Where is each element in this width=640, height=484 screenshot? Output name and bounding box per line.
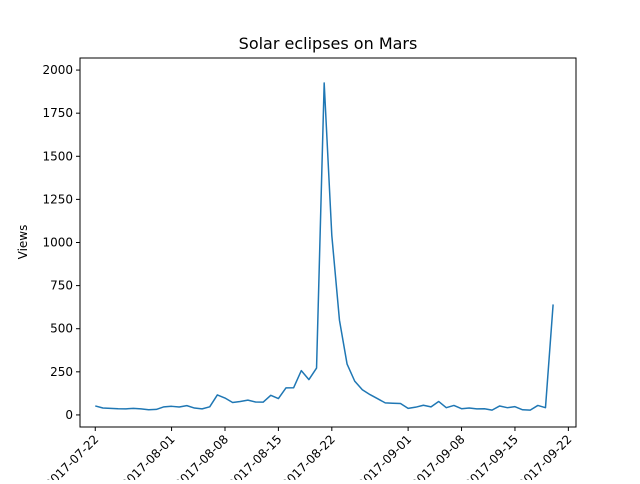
x-tick-label: 2017-09-01 bbox=[355, 432, 414, 480]
y-tick-label: 2000 bbox=[42, 63, 73, 77]
x-tick-label: 2017-09-08 bbox=[408, 432, 467, 480]
plot-frame bbox=[79, 57, 577, 428]
y-tick-label: 500 bbox=[50, 322, 73, 336]
x-tick-label: 2017-08-01 bbox=[118, 432, 177, 480]
y-tick-label: 0 bbox=[65, 408, 73, 422]
y-axis: 0 250 500 750 1000 1250 1500 1750 2000 bbox=[42, 63, 80, 422]
x-tick-label: 2017-08-22 bbox=[279, 432, 338, 480]
x-tick-label: 2017-09-15 bbox=[462, 432, 521, 480]
series-layer bbox=[95, 82, 554, 411]
x-tick-label: 2017-08-15 bbox=[225, 432, 284, 480]
x-tick-label: 2017-09-22 bbox=[515, 432, 574, 480]
chart-title: Solar eclipses on Mars bbox=[239, 34, 418, 53]
y-tick-label: 1500 bbox=[42, 149, 73, 163]
y-tick-label: 1000 bbox=[42, 236, 73, 250]
y-tick-label: 1750 bbox=[42, 106, 73, 120]
x-axis: 2017-07-22 2017-08-012017-08-082017-08-15… bbox=[42, 427, 574, 484]
series-line bbox=[95, 82, 554, 411]
y-axis-label: Views bbox=[16, 225, 30, 260]
x-tick-label: 2017-08-08 bbox=[172, 432, 231, 480]
x-tick-label: 2017-07-22 bbox=[42, 432, 101, 480]
y-tick-label: 1250 bbox=[42, 192, 73, 206]
y-tick-label: 250 bbox=[50, 365, 73, 379]
y-tick-label: 750 bbox=[50, 279, 73, 293]
